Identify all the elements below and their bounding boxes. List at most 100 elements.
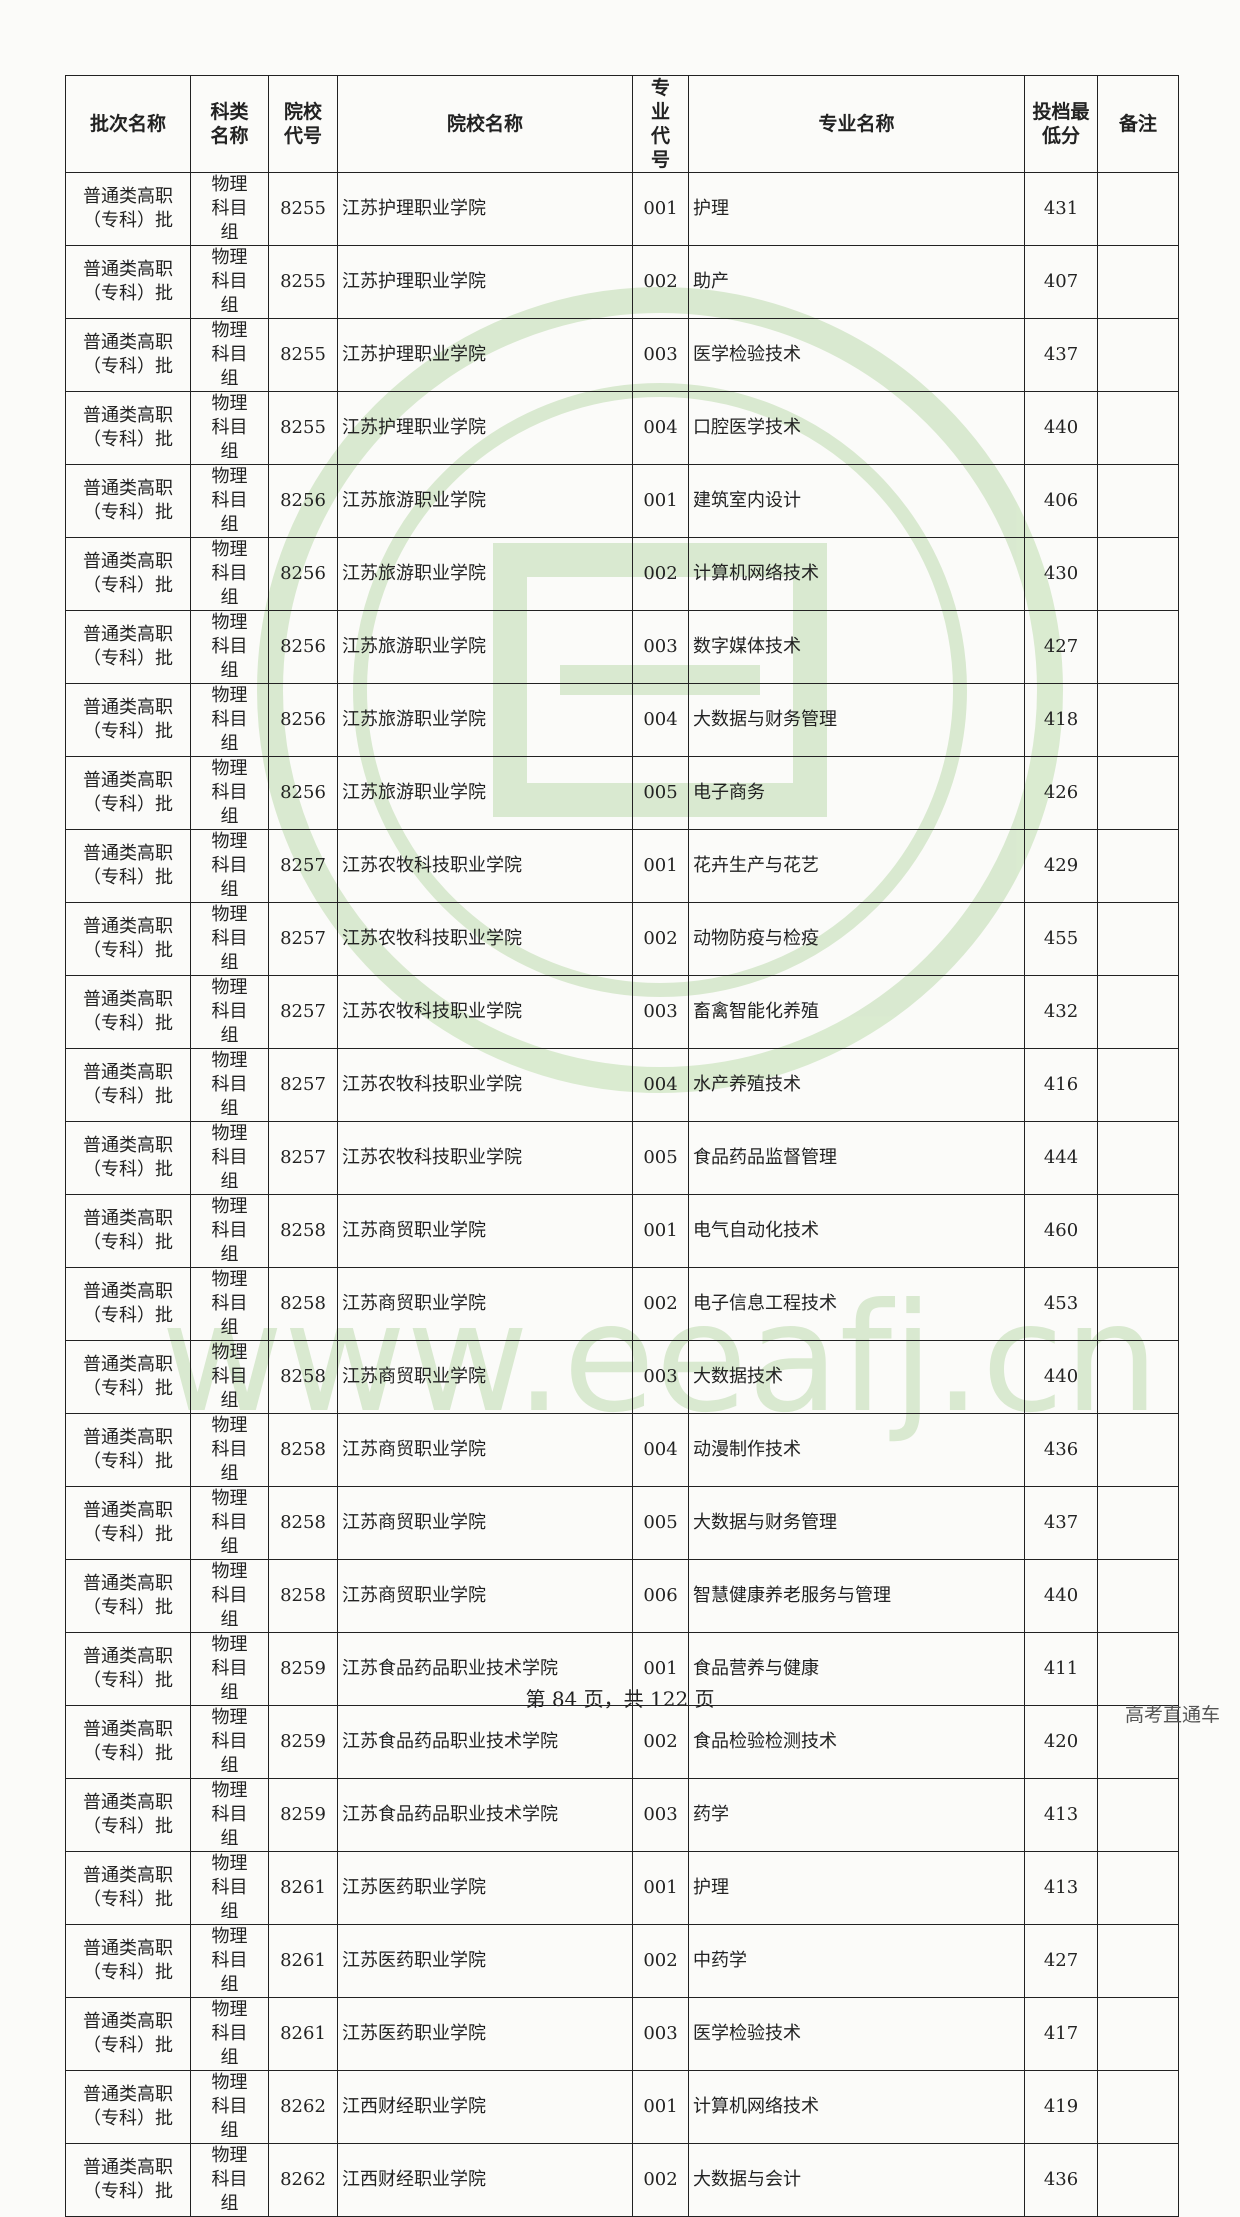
table-row: 普通类高职（专科）批 物理科目组 8257 江苏农牧科技职业学院 001 花卉生产与花艺 4… xyxy=(65,829,1179,903)
batch-name-cell: 普通类高职（专科）批 xyxy=(65,1048,191,1122)
subject-group-cell: 物理科目组 xyxy=(190,1778,269,1852)
major-name-cell: 数字媒体技术 xyxy=(688,610,1025,684)
subject-group-cell: 物理科目组 xyxy=(190,756,269,830)
batch-name-cell: 普通类高职（专科）批 xyxy=(65,391,191,465)
school-code-cell: 8258 xyxy=(268,1340,338,1414)
remark-cell xyxy=(1097,829,1179,903)
major-code-cell: 001 xyxy=(632,2070,689,2144)
table-row: 普通类高职（专科）批 物理科目组 8259 江苏食品药品职业技术学院 003 药学 413 xyxy=(65,1778,1179,1852)
min-score-cell: 431 xyxy=(1024,172,1098,246)
table-row: 普通类高职（专科）批 物理科目组 8261 江苏医药职业学院 002 中药学 427 xyxy=(65,1924,1179,1998)
major-name-cell: 护理 xyxy=(688,172,1025,246)
school-name-cell: 江苏农牧科技职业学院 xyxy=(337,902,633,976)
major-code-cell: 002 xyxy=(632,2143,689,2217)
school-name-cell: 江苏护理职业学院 xyxy=(337,172,633,246)
remark-cell xyxy=(1097,1340,1179,1414)
batch-name-cell: 普通类高职（专科）批 xyxy=(65,829,191,903)
subject-group-cell: 物理科目组 xyxy=(190,537,269,611)
major-code-cell: 003 xyxy=(632,1340,689,1414)
school-name-cell: 江苏医药职业学院 xyxy=(337,1997,633,2071)
school-name-cell: 江苏旅游职业学院 xyxy=(337,610,633,684)
table-row: 普通类高职（专科）批 物理科目组 8256 江苏旅游职业学院 005 电子商务 426 xyxy=(65,756,1179,830)
school-code-cell: 8261 xyxy=(268,1997,338,2071)
major-code-cell: 002 xyxy=(632,537,689,611)
table-row: 普通类高职（专科）批 物理科目组 8257 江苏农牧科技职业学院 002 动物防疫与检疫 4… xyxy=(65,902,1179,976)
column-header: 科类名称 xyxy=(190,75,269,173)
remark-cell xyxy=(1097,1048,1179,1122)
major-code-cell: 004 xyxy=(632,1413,689,1487)
remark-cell xyxy=(1097,902,1179,976)
school-code-cell: 8259 xyxy=(268,1778,338,1852)
major-code-cell: 003 xyxy=(632,610,689,684)
major-name-cell: 护理 xyxy=(688,1851,1025,1925)
subject-group-cell: 物理科目组 xyxy=(190,391,269,465)
min-score-cell: 413 xyxy=(1024,1778,1098,1852)
major-code-cell: 001 xyxy=(632,172,689,246)
min-score-cell: 416 xyxy=(1024,1048,1098,1122)
major-name-cell: 医学检验技术 xyxy=(688,1997,1025,2071)
batch-name-cell: 普通类高职（专科）批 xyxy=(65,1486,191,1560)
subject-group-cell: 物理科目组 xyxy=(190,1267,269,1341)
major-name-cell: 口腔医学技术 xyxy=(688,391,1025,465)
column-header: 专业名称 xyxy=(688,75,1025,173)
major-name-cell: 药学 xyxy=(688,1778,1025,1852)
table-row: 普通类高职（专科）批 物理科目组 8257 江苏农牧科技职业学院 003 畜禽智能化养殖 4… xyxy=(65,975,1179,1049)
batch-name-cell: 普通类高职（专科）批 xyxy=(65,1267,191,1341)
remark-cell xyxy=(1097,464,1179,538)
subject-group-cell: 物理科目组 xyxy=(190,1486,269,1560)
school-code-cell: 8258 xyxy=(268,1559,338,1633)
min-score-cell: 455 xyxy=(1024,902,1098,976)
school-name-cell: 江苏商贸职业学院 xyxy=(337,1413,633,1487)
school-code-cell: 8258 xyxy=(268,1267,338,1341)
subject-group-cell: 物理科目组 xyxy=(190,829,269,903)
min-score-cell: 436 xyxy=(1024,2143,1098,2217)
school-name-cell: 江西财经职业学院 xyxy=(337,2143,633,2217)
remark-cell xyxy=(1097,1194,1179,1268)
school-name-cell: 江苏旅游职业学院 xyxy=(337,756,633,830)
major-name-cell: 水产养殖技术 xyxy=(688,1048,1025,1122)
table-row: 普通类高职（专科）批 物理科目组 8256 江苏旅游职业学院 004 大数据与财务管理 41… xyxy=(65,683,1179,757)
remark-cell xyxy=(1097,1997,1179,2071)
school-code-cell: 8255 xyxy=(268,172,338,246)
school-name-cell: 江苏食品药品职业技术学院 xyxy=(337,1705,633,1779)
column-header: 院校名称 xyxy=(337,75,633,173)
table-row: 普通类高职（专科）批 物理科目组 8258 江苏商贸职业学院 001 电气自动化技术 460 xyxy=(65,1194,1179,1268)
min-score-cell: 407 xyxy=(1024,245,1098,319)
school-code-cell: 8257 xyxy=(268,1121,338,1195)
school-code-cell: 8255 xyxy=(268,245,338,319)
school-name-cell: 江苏护理职业学院 xyxy=(337,245,633,319)
major-code-cell: 001 xyxy=(632,464,689,538)
batch-name-cell: 普通类高职（专科）批 xyxy=(65,610,191,684)
page-number: 第 84 页，共 122 页 xyxy=(525,1687,715,1711)
school-code-cell: 8261 xyxy=(268,1924,338,1998)
remark-cell xyxy=(1097,975,1179,1049)
min-score-cell: 436 xyxy=(1024,1413,1098,1487)
major-name-cell: 大数据与会计 xyxy=(688,2143,1025,2217)
major-name-cell: 大数据与财务管理 xyxy=(688,683,1025,757)
min-score-cell: 460 xyxy=(1024,1194,1098,1268)
school-code-cell: 8256 xyxy=(268,610,338,684)
major-name-cell: 中药学 xyxy=(688,1924,1025,1998)
subject-group-cell: 物理科目组 xyxy=(190,172,269,246)
subject-group-cell: 物理科目组 xyxy=(190,245,269,319)
column-header: 投档最低分 xyxy=(1024,75,1098,173)
major-code-cell: 005 xyxy=(632,756,689,830)
major-code-cell: 002 xyxy=(632,1924,689,1998)
subject-group-cell: 物理科目组 xyxy=(190,2070,269,2144)
batch-name-cell: 普通类高职（专科）批 xyxy=(65,683,191,757)
admission-score-table: 批次名称 科类名称 院校代号 院校名称 专业代号 专业名称 投档最低分 备注 普通类高职（专科… xyxy=(65,75,1179,2217)
min-score-cell: 453 xyxy=(1024,1267,1098,1341)
major-name-cell: 电子信息工程技术 xyxy=(688,1267,1025,1341)
remark-cell xyxy=(1097,537,1179,611)
min-score-cell: 426 xyxy=(1024,756,1098,830)
table-row: 普通类高职（专科）批 物理科目组 8256 江苏旅游职业学院 002 计算机网络技术 430 xyxy=(65,537,1179,611)
school-code-cell: 8257 xyxy=(268,1048,338,1122)
column-header: 专业代号 xyxy=(632,75,689,173)
table-row: 普通类高职（专科）批 物理科目组 8255 江苏护理职业学院 001 护理 431 xyxy=(65,172,1179,246)
major-name-cell: 电气自动化技术 xyxy=(688,1194,1025,1268)
subject-group-cell: 物理科目组 xyxy=(190,1413,269,1487)
table-row: 普通类高职（专科）批 物理科目组 8255 江苏护理职业学院 002 助产 407 xyxy=(65,245,1179,319)
subject-group-cell: 物理科目组 xyxy=(190,1121,269,1195)
major-name-cell: 医学检验技术 xyxy=(688,318,1025,392)
min-score-cell: 420 xyxy=(1024,1705,1098,1779)
